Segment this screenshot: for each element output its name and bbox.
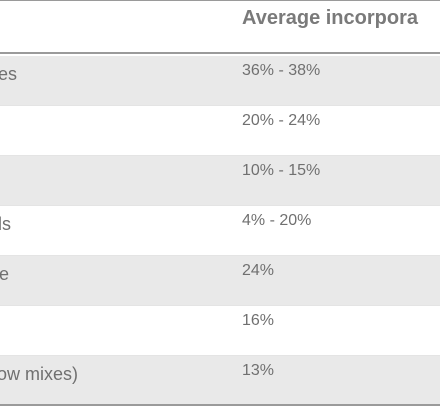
row-value: 36% - 38% [242, 62, 321, 79]
row-label: ow mixes) [0, 364, 79, 384]
row-value: 20% - 24% [242, 112, 321, 129]
table-bottom-border [0, 404, 440, 406]
table-row: ow mixes) 13% [0, 356, 440, 406]
row-value: 4% - 20% [242, 212, 312, 229]
table-row: 10% - 15% [0, 156, 440, 206]
row-value: 16% [242, 312, 275, 329]
table-row: 16% [0, 306, 440, 356]
row-label: ls [0, 214, 11, 234]
table-row: ls 4% - 20% [0, 206, 440, 256]
row-value: 10% - 15% [242, 162, 321, 179]
row-label: es [0, 64, 18, 84]
row-label: e [0, 264, 10, 284]
table-header: Average incorpora [0, 0, 440, 54]
row-value: 24% [242, 262, 275, 279]
table-row: 20% - 24% [0, 106, 440, 156]
table-body: es 36% - 38% 20% - 24% 10% - 15% ls 4% -… [0, 56, 440, 406]
column-header-average-incorporation: Average incorpora [242, 7, 418, 29]
table-row: e 24% [0, 256, 440, 306]
row-value: 13% [242, 362, 275, 379]
table-row: es 36% - 38% [0, 56, 440, 106]
